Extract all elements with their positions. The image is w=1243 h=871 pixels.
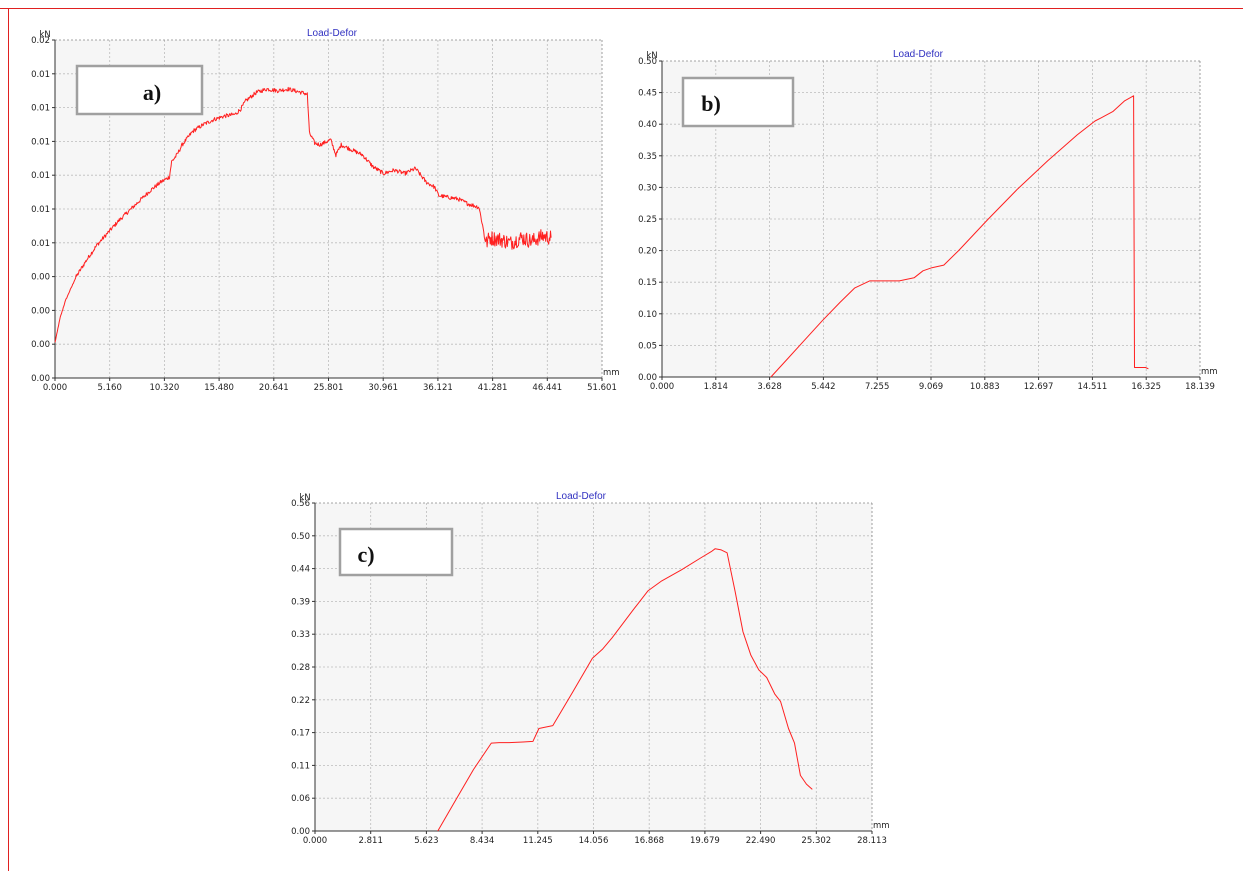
series-line-load-defor bbox=[770, 95, 1149, 378]
x-tick-label: 9.069 bbox=[919, 382, 943, 392]
panel-label: b) bbox=[701, 91, 721, 116]
y-tick-label: 0.00 bbox=[638, 373, 657, 383]
y-tick-label: 0.17 bbox=[291, 729, 310, 739]
chart-title: Load-Defor bbox=[893, 49, 944, 60]
y-tick-label: 0.00 bbox=[291, 827, 310, 837]
x-tick-label: 2.811 bbox=[359, 836, 383, 846]
page-frame-left bbox=[8, 8, 9, 871]
x-tick-label: 0.000 bbox=[303, 836, 327, 846]
x-unit-label: mm bbox=[603, 368, 620, 378]
x-tick-label: 28.113 bbox=[857, 836, 887, 846]
x-tick-label: 0.000 bbox=[650, 382, 674, 392]
chart-svg-a: 0.020.010.010.010.010.010.010.000.000.00… bbox=[31, 28, 620, 393]
chart-title: Load-Defor bbox=[556, 491, 607, 502]
y-tick-label: 0.39 bbox=[291, 597, 310, 607]
y-unit-label: kN bbox=[646, 51, 657, 61]
panel-label: a) bbox=[143, 80, 161, 105]
x-tick-label: 16.868 bbox=[634, 836, 664, 846]
y-tick-label: 0.02 bbox=[31, 36, 50, 46]
y-tick-label: 0.56 bbox=[291, 499, 310, 509]
y-tick-label: 0.01 bbox=[31, 137, 50, 147]
y-tick-label: 0.35 bbox=[638, 152, 657, 162]
x-tick-label: 51.601 bbox=[587, 383, 617, 393]
x-tick-label: 25.801 bbox=[314, 383, 344, 393]
x-tick-label: 12.697 bbox=[1024, 382, 1054, 392]
x-tick-label: 25.302 bbox=[801, 836, 831, 846]
y-tick-label: 0.01 bbox=[31, 205, 50, 215]
x-tick-label: 1.814 bbox=[704, 382, 728, 392]
y-tick-label: 0.28 bbox=[291, 663, 310, 673]
y-tick-label: 0.44 bbox=[291, 565, 310, 575]
x-tick-label: 14.056 bbox=[579, 836, 609, 846]
y-tick-label: 0.30 bbox=[638, 183, 657, 193]
y-tick-label: 0.01 bbox=[31, 171, 50, 181]
y-tick-label: 0.50 bbox=[291, 532, 310, 542]
series-line-load-defor bbox=[54, 86, 552, 343]
chart-svg-c: 0.56 0.50 0.44 0.39 0.33 0.28 0.22 0.17 0.11 0.06… bbox=[291, 491, 890, 846]
x-tick-label: 36.121 bbox=[423, 383, 453, 393]
x-tick-label: 3.628 bbox=[757, 382, 781, 392]
y-tick-label: 0.00 bbox=[31, 273, 50, 283]
x-tick-label: 0.000 bbox=[43, 383, 67, 393]
y-tick-label: 0.15 bbox=[638, 278, 657, 288]
x-tick-label: 41.281 bbox=[478, 383, 508, 393]
y-tick-label: 0.01 bbox=[31, 239, 50, 249]
y-tick-label: 0.00 bbox=[31, 374, 50, 384]
x-tick-label: 10.883 bbox=[970, 382, 1000, 392]
series-line-load-defor bbox=[437, 548, 813, 832]
y-tick-label: 0.00 bbox=[31, 306, 50, 316]
panel-label: c) bbox=[357, 542, 374, 567]
y-tick-label: 0.40 bbox=[638, 120, 657, 130]
y-tick-label: 0.22 bbox=[291, 696, 310, 706]
y-tick-label: 0.20 bbox=[638, 247, 657, 257]
y-tick-label: 0.06 bbox=[291, 794, 310, 804]
x-tick-label: 18.139 bbox=[1185, 382, 1215, 392]
y-tick-label: 0.01 bbox=[31, 104, 50, 114]
y-tick-label: 0.25 bbox=[638, 215, 657, 225]
x-tick-label: 20.641 bbox=[259, 383, 289, 393]
panel-label-box bbox=[681, 76, 795, 128]
y-tick-label: 0.33 bbox=[291, 630, 310, 640]
y-tick-label: 0.50 bbox=[638, 57, 657, 67]
y-tick-label: 0.05 bbox=[638, 341, 657, 351]
x-tick-label: 5.160 bbox=[98, 383, 122, 393]
x-tick-label: 7.255 bbox=[865, 382, 889, 392]
y-tick-label: 0.45 bbox=[638, 89, 657, 99]
x-tick-label: 30.961 bbox=[368, 383, 398, 393]
chart-panel-b: 0.50 0.45 0.40 0.35 0.30 0.25 0.20 0.15 0.10 0.05… bbox=[625, 36, 1220, 399]
x-tick-label: 14.511 bbox=[1078, 382, 1108, 392]
x-unit-label: mm bbox=[873, 821, 890, 831]
chart-panel-c: 0.56 0.50 0.44 0.39 0.33 0.28 0.22 0.17 0.11 0.06… bbox=[278, 482, 896, 850]
x-tick-label: 5.442 bbox=[811, 382, 835, 392]
chart-svg-b: 0.50 0.45 0.40 0.35 0.30 0.25 0.20 0.15 0.10 0.05… bbox=[638, 49, 1218, 392]
x-unit-label: mm bbox=[1201, 367, 1218, 377]
panel-label-box bbox=[75, 64, 204, 116]
page-frame-top bbox=[0, 8, 1243, 9]
y-tick-label: 0.00 bbox=[31, 340, 50, 350]
x-tick-label: 11.245 bbox=[523, 836, 553, 846]
x-tick-label: 16.325 bbox=[1131, 382, 1161, 392]
chart-panel-a: 0.02 0.01 0.01 0.01 0.01 0.01 0.01 0.00 0.00 0.00… bbox=[22, 28, 632, 398]
y-unit-label: kN bbox=[299, 493, 310, 503]
y-tick-label: 0.01 bbox=[31, 70, 50, 80]
y-tick-label: 0.11 bbox=[291, 761, 310, 771]
x-tick-label: 46.441 bbox=[532, 383, 562, 393]
y-unit-label: kN bbox=[39, 30, 50, 40]
x-tick-label: 10.320 bbox=[150, 383, 180, 393]
x-tick-label: 15.480 bbox=[204, 383, 234, 393]
chart-title: Load-Defor bbox=[307, 28, 358, 39]
y-tick-label: 0.10 bbox=[638, 310, 657, 320]
x-tick-label: 22.490 bbox=[746, 836, 776, 846]
panel-label-box bbox=[338, 527, 454, 577]
x-tick-label: 5.623 bbox=[414, 836, 438, 846]
x-tick-label: 8.434 bbox=[470, 836, 494, 846]
x-tick-label: 19.679 bbox=[690, 836, 720, 846]
